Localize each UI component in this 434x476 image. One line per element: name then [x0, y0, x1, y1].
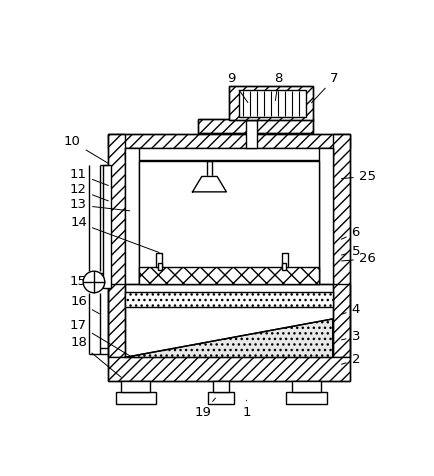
Text: 19: 19: [194, 398, 215, 419]
Text: 5: 5: [341, 245, 359, 258]
Text: 18: 18: [70, 336, 121, 377]
Text: 8: 8: [274, 72, 282, 100]
Text: 4: 4: [341, 303, 359, 316]
Bar: [228, 86, 312, 120]
Text: 12: 12: [70, 183, 108, 201]
Text: 6: 6: [341, 226, 359, 239]
Bar: [207, 392, 233, 404]
Bar: [108, 134, 349, 148]
Bar: [125, 148, 138, 284]
Bar: [281, 254, 287, 267]
Bar: [213, 380, 228, 392]
Bar: [103, 165, 111, 288]
Bar: [121, 380, 150, 392]
Bar: [108, 357, 349, 380]
Text: 1: 1: [242, 400, 250, 419]
Polygon shape: [125, 319, 332, 357]
Text: 10: 10: [64, 135, 108, 163]
Text: 16: 16: [70, 296, 99, 314]
Bar: [125, 148, 332, 160]
Bar: [281, 264, 286, 269]
Text: 2: 2: [341, 353, 359, 366]
Bar: [138, 267, 318, 284]
Text: 11: 11: [70, 168, 108, 186]
Bar: [238, 90, 305, 117]
Bar: [291, 380, 320, 392]
Text: 9: 9: [226, 72, 247, 103]
Bar: [138, 161, 318, 284]
Bar: [197, 119, 312, 133]
Text: 15: 15: [70, 276, 92, 288]
Bar: [286, 392, 326, 404]
Bar: [125, 292, 332, 307]
Bar: [108, 134, 125, 357]
Text: 14: 14: [70, 216, 159, 252]
Bar: [246, 120, 256, 148]
Bar: [158, 264, 162, 269]
Circle shape: [83, 271, 105, 293]
Polygon shape: [192, 177, 226, 192]
Text: 17: 17: [70, 318, 130, 356]
Bar: [115, 392, 155, 404]
Text: 7: 7: [311, 72, 338, 103]
Text: 26: 26: [341, 252, 375, 265]
Bar: [332, 134, 349, 357]
Text: 25: 25: [341, 170, 375, 183]
Bar: [155, 254, 161, 267]
Bar: [318, 148, 332, 284]
Text: 13: 13: [70, 198, 129, 211]
Text: 3: 3: [341, 330, 359, 343]
